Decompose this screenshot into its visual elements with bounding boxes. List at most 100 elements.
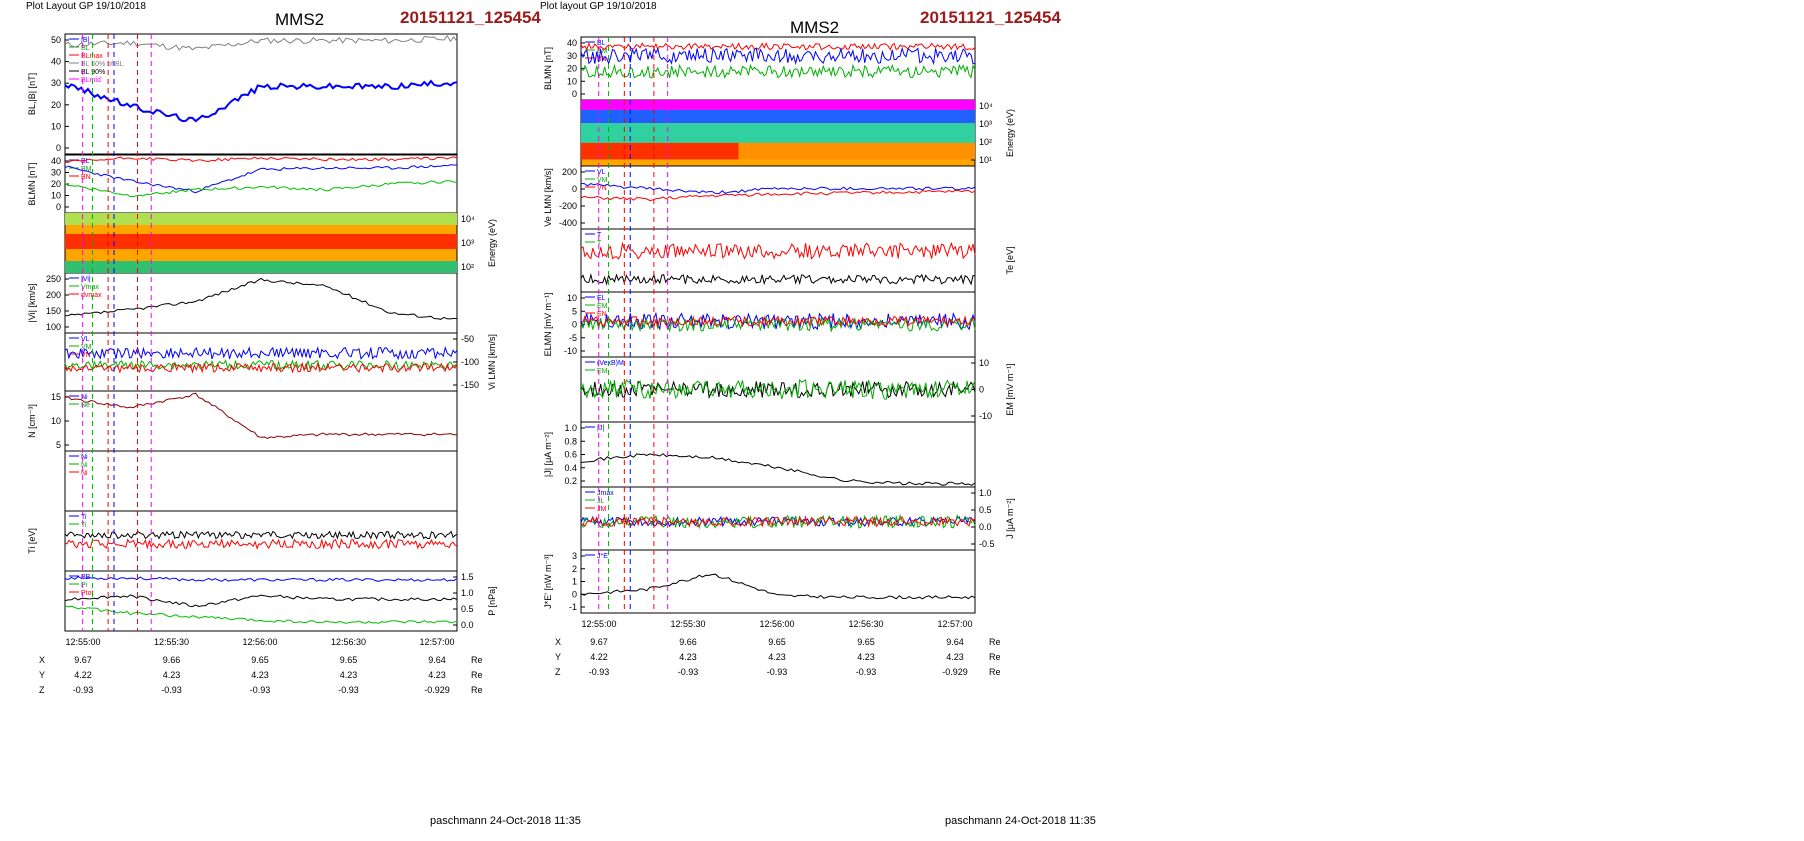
left-legend-label: BLmid: [81, 77, 101, 84]
right-panel-6: 1.0 0.8 0.6 0.4 0.2 |J| [μA m⁻²] |J|: [543, 421, 976, 488]
left-ephem-unit: Re: [471, 655, 483, 665]
right-y-tick-label: 0.6: [564, 450, 577, 460]
right-y-tick-label: 0.4: [564, 463, 577, 473]
right-spectrogram-band: [581, 100, 975, 110]
left-legend-label: Ni: [81, 394, 88, 401]
right-y-tick-label: -1: [569, 602, 577, 612]
right-y-tick-label: 2: [572, 564, 577, 574]
left-layout-label: Plot Layout GP 19/10/2018: [26, 1, 146, 12]
left-legend-label: Ni: [81, 462, 88, 469]
left-ephem-value: -0.93: [161, 685, 182, 695]
right-y-tick-label: 1: [572, 577, 577, 587]
right-legend-label: EN: [597, 311, 607, 318]
left-ephem-value: -0.93: [73, 685, 94, 695]
right-legend-label: BN: [597, 56, 607, 63]
right-y-tick-label: 200: [562, 167, 577, 177]
right-ephem-value: 9.65: [768, 637, 786, 647]
right-y-tick-label: 10¹: [979, 155, 992, 165]
left-ephem-value: -0.93: [338, 685, 359, 695]
right-ephem-value: 4.23: [679, 652, 697, 662]
right-legend-label: BM: [597, 48, 608, 55]
left-time-tick-label: 12:56:00: [242, 637, 277, 647]
right-ephem-value: -0.93: [589, 667, 610, 677]
left-legend-label: Ni: [81, 454, 88, 461]
left-y-axis-label: |Vi| [km/s]: [27, 283, 37, 322]
right-legend-label: (VexB)M: [597, 360, 624, 367]
right-time-tick-label: 12:55:00: [581, 619, 616, 629]
right-legend-label: T: [597, 232, 602, 239]
left-legend-label: PB: [81, 574, 91, 581]
right-legend-label: VM: [597, 177, 608, 184]
right-y-tick-label: 10: [567, 76, 577, 86]
right-y-axis-label: Ve LMN [km/s]: [543, 168, 553, 227]
left-series-|Vi|: [64, 277, 457, 320]
right-ephem-row-label: Z: [555, 667, 561, 677]
left-y-axis-label: Vi LMN [km/s]: [487, 334, 497, 390]
left-spectrogram-band: [65, 234, 457, 249]
right-panel-frame: [580, 356, 976, 423]
right-y-tick-label: 0: [572, 89, 577, 99]
left-legend-label: VL: [81, 336, 90, 343]
left-y-tick-label: 40: [51, 57, 61, 67]
left-footer: paschmann 24-Oct-2018 11:35: [430, 815, 581, 827]
right-series-VN: [580, 189, 976, 202]
left-y-tick-label: 20: [51, 100, 61, 110]
left-y-tick-label: 50: [51, 35, 61, 45]
left-vi-n-trace: [64, 361, 458, 374]
right-ephem-value: 4.23: [857, 652, 875, 662]
right-y-axis-label: J [μA m⁻²]: [1005, 498, 1015, 538]
right-series-|J|: [580, 453, 976, 486]
left-y-tick-label: 200: [46, 290, 61, 300]
left-ephem-value: 4.22: [74, 670, 92, 680]
left-y-tick-label: 0.5: [461, 604, 474, 614]
left-y-tick-label: 30: [51, 168, 61, 178]
left-legend-label: |B|: [81, 37, 89, 44]
right-spacecraft-title: MMS2: [790, 18, 840, 37]
right-spectrogram-band: [581, 123, 975, 143]
left-ephem-value: 9.66: [163, 655, 181, 665]
right-legend-label: JL: [597, 498, 605, 505]
right-y-tick-label: -10: [979, 411, 992, 421]
right-layout-label: Plot layout GP 19/10/2018: [540, 1, 657, 12]
left-ephem-value: 4.23: [428, 670, 446, 680]
left-legend-label: |Vi|: [81, 276, 91, 283]
right-legend-label: EL: [597, 295, 606, 302]
right-legend-label: |J|: [597, 425, 604, 432]
left-y-tick-label: 150: [46, 306, 61, 316]
left-event-title: 20151121_125454: [400, 8, 541, 27]
left-time-tick-label: 12:55:00: [65, 637, 100, 647]
right-ephem-row-label: Y: [555, 652, 561, 662]
right-spectrogram-band: [581, 109, 975, 124]
left-ti-perp-trace: [64, 537, 458, 551]
right-time-tick-label: 12:56:00: [759, 619, 794, 629]
right-em-trace: [580, 316, 976, 333]
left-legend-label: BN: [81, 174, 91, 181]
left-y-axis-label: Energy (eV): [487, 219, 497, 267]
left-legend-label: Pi: [81, 582, 88, 589]
right-y-tick-label: 1.0: [979, 488, 992, 498]
right-ephem-value: 9.65: [857, 637, 875, 647]
left-legend-label: BL: [81, 45, 90, 52]
right-y-tick-label: 30: [567, 51, 577, 61]
right-y-tick-label: 0.5: [979, 505, 992, 515]
left-legend-label: VN: [81, 352, 91, 359]
right-vexb-trace: [580, 380, 976, 400]
right-y-tick-label: 1.0: [564, 423, 577, 433]
left-legend-label: Vmax: [81, 284, 99, 291]
right-y-axis-label: ELMN [mV m⁻¹]: [543, 293, 553, 357]
right-y-tick-label: 10: [979, 358, 989, 368]
left-vi-m-trace: [64, 359, 458, 371]
left-ephem-value: 4.23: [163, 670, 181, 680]
right-ephem-value: -0.929: [942, 667, 968, 677]
left-legend-label: Ti: [81, 522, 87, 529]
right-time-tick-label: 12:56:30: [848, 619, 883, 629]
left-legend-label: BM: [81, 166, 92, 173]
right-y-tick-label: 5: [572, 306, 577, 316]
left-panel-frame: [64, 272, 458, 334]
left-ephem-row-label: X: [39, 655, 45, 665]
left-y-axis-label: BLMN [nT]: [27, 162, 37, 205]
